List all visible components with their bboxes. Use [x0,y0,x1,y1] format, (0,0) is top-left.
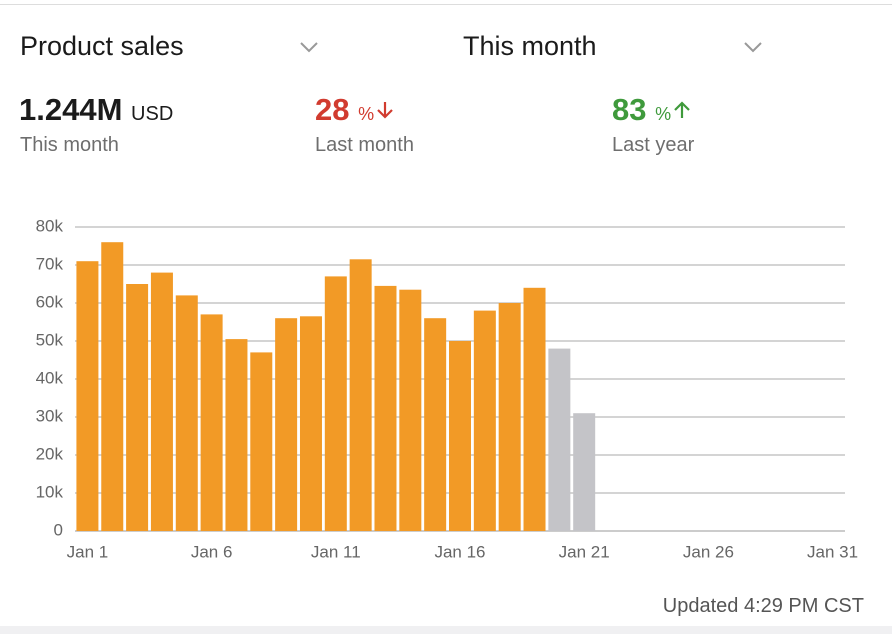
x-tick-label: Jan 26 [683,542,734,561]
bar [449,341,471,531]
y-tick-label: 40k [36,368,64,387]
total-label: This month [20,134,119,156]
bar [126,284,149,531]
bar [175,295,198,531]
x-tick-label: Jan 6 [191,542,233,561]
up-arrow [674,101,690,118]
metric-dropdown[interactable]: Product sales [20,31,184,61]
bar [498,303,521,531]
bar [523,287,546,531]
total: 1.244M USD [19,92,173,128]
down-arrow [377,102,393,119]
bar [200,314,223,531]
bar [399,289,422,531]
month-change-label: Last month [315,134,414,156]
bar [473,310,496,531]
bar [374,285,397,531]
month-change-value: 28 [315,92,350,127]
bar [548,348,571,531]
month-change-unit: % [358,104,375,124]
bar [275,318,298,531]
y-tick-label: 50k [36,330,64,349]
y-tick-label: 10k [36,482,64,501]
updated-time: Updated 4:29 PM CST [662,595,864,617]
bar [424,318,447,531]
y-tick-label: 70k [36,254,64,273]
divider [0,4,892,5]
x-tick-label: Jan 11 [311,542,361,561]
bar [76,261,99,531]
bar [101,242,124,531]
x-tick-label: Jan 16 [434,542,485,561]
bar [349,259,372,531]
year-change-unit: % [655,104,672,124]
x-tick-label: Jan 21 [559,542,610,561]
x-tick-label: Jan 1 [67,542,109,561]
y-tick-label: 80k [36,216,64,235]
chevron[interactable] [299,40,319,54]
y-tick-label: 60k [36,292,64,311]
month-change: 28 % [315,92,394,128]
total-unit: USD [131,103,174,125]
bottom-bar [0,626,892,634]
x-tick-label: Jan 31 [807,542,858,561]
bar [225,339,248,531]
bar [250,352,273,531]
year-change-value: 83 [612,92,647,127]
period-dropdown[interactable]: This month [463,31,597,61]
bar [324,276,347,531]
bar [573,413,596,531]
total-value: 1.244M [19,92,123,127]
year-change-label: Last year [612,134,695,156]
chevron[interactable] [743,40,763,54]
y-tick-label: 20k [36,444,64,463]
bar [299,316,322,531]
y-tick-label: 0 [54,520,63,539]
bar [150,272,173,531]
y-tick-label: 30k [36,406,64,425]
year-change: 83 % [612,92,691,128]
chart: 0 10k 20k 30k 40k 50k 60k 70k 80k Jan 1 Jan 6 Jan 1… [36,216,859,561]
